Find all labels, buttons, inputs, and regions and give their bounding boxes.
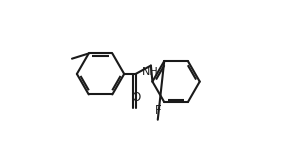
Text: F: F — [155, 104, 162, 117]
Text: NH: NH — [142, 67, 158, 77]
Text: O: O — [131, 91, 140, 104]
